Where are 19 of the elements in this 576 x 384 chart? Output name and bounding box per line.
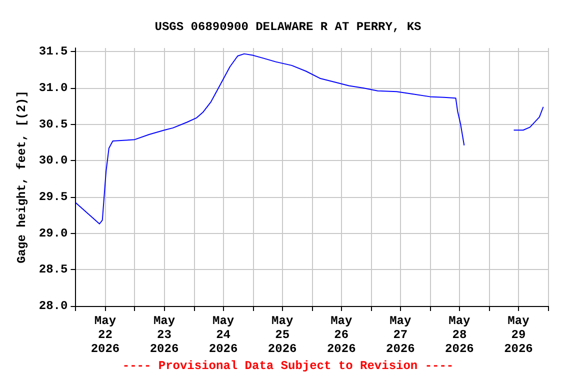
x-tick-label: May 26 2026 (326, 314, 356, 356)
chart-title: USGS 06890900 DELAWARE R AT PERRY, KS (154, 20, 422, 34)
x-tick-label: May 25 2026 (268, 314, 297, 356)
y-tick-label: 29.5 (38, 190, 68, 204)
x-tick-label: May 24 2026 (208, 314, 238, 356)
x-tick-label: May 28 2026 (445, 314, 474, 356)
x-tick-label: May 29 2026 (504, 314, 533, 356)
y-tick-label: 31.0 (38, 80, 68, 95)
y-tick-label: 29.0 (38, 226, 68, 240)
y-tick-label: 28.0 (38, 299, 68, 313)
x-tick-label: May 23 2026 (150, 314, 179, 356)
y-tick-label: 30.5 (38, 117, 68, 132)
x-tick-label: May 27 2026 (386, 314, 415, 356)
x-tick-label: May 22 2026 (90, 314, 120, 356)
y-tick-label: 28.5 (38, 262, 68, 277)
y-tick-label: 30.0 (38, 154, 68, 168)
y-tick-label: 31.5 (38, 44, 68, 59)
text: ---- Provisional Data Subject to Revision ---- (122, 359, 454, 373)
y-axis-title: Gage height, feet, [(2)] (15, 90, 29, 264)
